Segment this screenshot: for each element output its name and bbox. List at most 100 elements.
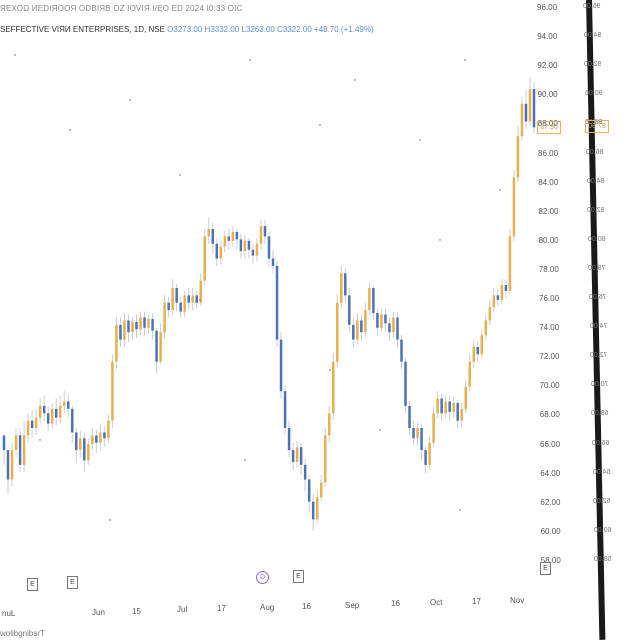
candle-up[interactable] xyxy=(107,420,110,439)
candle-down[interactable] xyxy=(151,318,154,331)
candle-down[interactable] xyxy=(179,302,182,312)
candle-down[interactable] xyxy=(155,330,158,362)
candle-down[interactable] xyxy=(127,320,130,333)
candle-up[interactable] xyxy=(199,280,202,303)
candle-up[interactable] xyxy=(243,240,247,252)
candle-down[interactable] xyxy=(400,339,403,362)
candle-up[interactable] xyxy=(223,236,227,247)
candle-down[interactable] xyxy=(42,405,46,414)
candle-down[interactable] xyxy=(211,229,215,244)
candle-up[interactable] xyxy=(139,317,142,330)
candle-up[interactable] xyxy=(34,417,38,428)
candle-down[interactable] xyxy=(396,317,399,340)
candle-up[interactable] xyxy=(87,444,90,461)
candle-up[interactable] xyxy=(327,413,331,436)
candle-down[interactable] xyxy=(119,324,122,340)
candle-down[interactable] xyxy=(476,346,480,355)
candle-up[interactable] xyxy=(432,413,435,443)
candle-up[interactable] xyxy=(488,307,492,321)
candle-down[interactable] xyxy=(291,450,295,462)
candle-down[interactable] xyxy=(46,413,50,424)
candle-up[interactable] xyxy=(159,332,162,362)
candle-down[interactable] xyxy=(267,236,271,259)
candle-down[interactable] xyxy=(83,438,86,461)
candle-down[interactable] xyxy=(279,339,283,392)
candle-down[interactable] xyxy=(532,89,536,128)
candle-up[interactable] xyxy=(14,435,18,451)
candle-down[interactable] xyxy=(348,295,351,325)
candle-down[interactable] xyxy=(440,398,443,414)
candle-up[interactable] xyxy=(26,420,30,436)
candle-up[interactable] xyxy=(111,361,114,421)
candle-up[interactable] xyxy=(492,295,496,308)
candle-up[interactable] xyxy=(38,405,42,418)
candle-down[interactable] xyxy=(30,420,34,428)
candle-up[interactable] xyxy=(295,447,299,462)
candle-down[interactable] xyxy=(175,288,178,303)
candle-up[interactable] xyxy=(163,302,166,333)
candle-down[interactable] xyxy=(524,103,528,122)
candle-up[interactable] xyxy=(79,438,82,451)
candle-up[interactable] xyxy=(480,335,484,355)
candle-up[interactable] xyxy=(368,288,371,311)
candle-up[interactable] xyxy=(219,246,223,259)
candle-down[interactable] xyxy=(311,501,315,520)
candle-down[interactable] xyxy=(6,450,10,480)
candle-up[interactable] xyxy=(336,302,339,362)
candle-down[interactable] xyxy=(408,405,411,428)
candle-down[interactable] xyxy=(187,295,190,303)
candle-up[interactable] xyxy=(436,398,439,414)
candle-down[interactable] xyxy=(66,401,70,409)
candle-down[interactable] xyxy=(54,408,58,418)
candle-down[interactable] xyxy=(344,273,347,296)
candle-down[interactable] xyxy=(247,240,251,250)
candle-up[interactable] xyxy=(392,317,395,333)
candle-down[interactable] xyxy=(195,295,198,303)
candle-down[interactable] xyxy=(227,236,231,241)
candle-down[interactable] xyxy=(504,285,508,291)
candle-down[interactable] xyxy=(496,295,500,300)
candle-down[interactable] xyxy=(235,232,239,240)
candle-down[interactable] xyxy=(384,314,387,324)
candle-up[interactable] xyxy=(123,320,126,340)
candle-up[interactable] xyxy=(207,229,211,237)
candle-up[interactable] xyxy=(331,361,335,414)
candle-down[interactable] xyxy=(71,408,74,433)
candle-up[interactable] xyxy=(380,314,383,328)
candle-up[interactable] xyxy=(91,435,94,445)
candle-down[interactable] xyxy=(283,391,287,428)
candle-down[interactable] xyxy=(239,239,243,252)
candle-down[interactable] xyxy=(424,450,427,465)
dividend-marker[interactable]: D xyxy=(256,571,269,584)
candle-up[interactable] xyxy=(364,310,367,333)
candle-up[interactable] xyxy=(191,295,194,303)
candle-up[interactable] xyxy=(340,273,343,303)
candle-up[interactable] xyxy=(500,285,504,300)
candle-up[interactable] xyxy=(131,321,134,333)
candle-up[interactable] xyxy=(315,497,319,520)
candle-up[interactable] xyxy=(508,236,512,291)
candle-up[interactable] xyxy=(464,386,467,409)
candle-down[interactable] xyxy=(275,265,279,340)
candle-down[interactable] xyxy=(412,428,415,439)
candle-down[interactable] xyxy=(448,401,451,412)
candle-down[interactable] xyxy=(271,258,275,266)
candle-up[interactable] xyxy=(528,89,532,122)
candle-up[interactable] xyxy=(22,435,26,465)
candle-up[interactable] xyxy=(62,401,66,406)
candle-down[interactable] xyxy=(2,435,6,451)
candle-up[interactable] xyxy=(171,288,174,311)
candle-up[interactable] xyxy=(512,177,516,237)
candle-down[interactable] xyxy=(307,479,311,502)
candle-down[interactable] xyxy=(143,317,146,328)
candle-down[interactable] xyxy=(360,320,363,333)
candle-down[interactable] xyxy=(388,323,391,333)
candle-down[interactable] xyxy=(404,361,407,406)
candle-down[interactable] xyxy=(103,432,106,439)
candle-up[interactable] xyxy=(183,295,186,312)
candle-down[interactable] xyxy=(303,464,307,480)
candle-down[interactable] xyxy=(18,435,22,465)
candle-down[interactable] xyxy=(287,428,291,451)
candle-up[interactable] xyxy=(255,243,259,256)
